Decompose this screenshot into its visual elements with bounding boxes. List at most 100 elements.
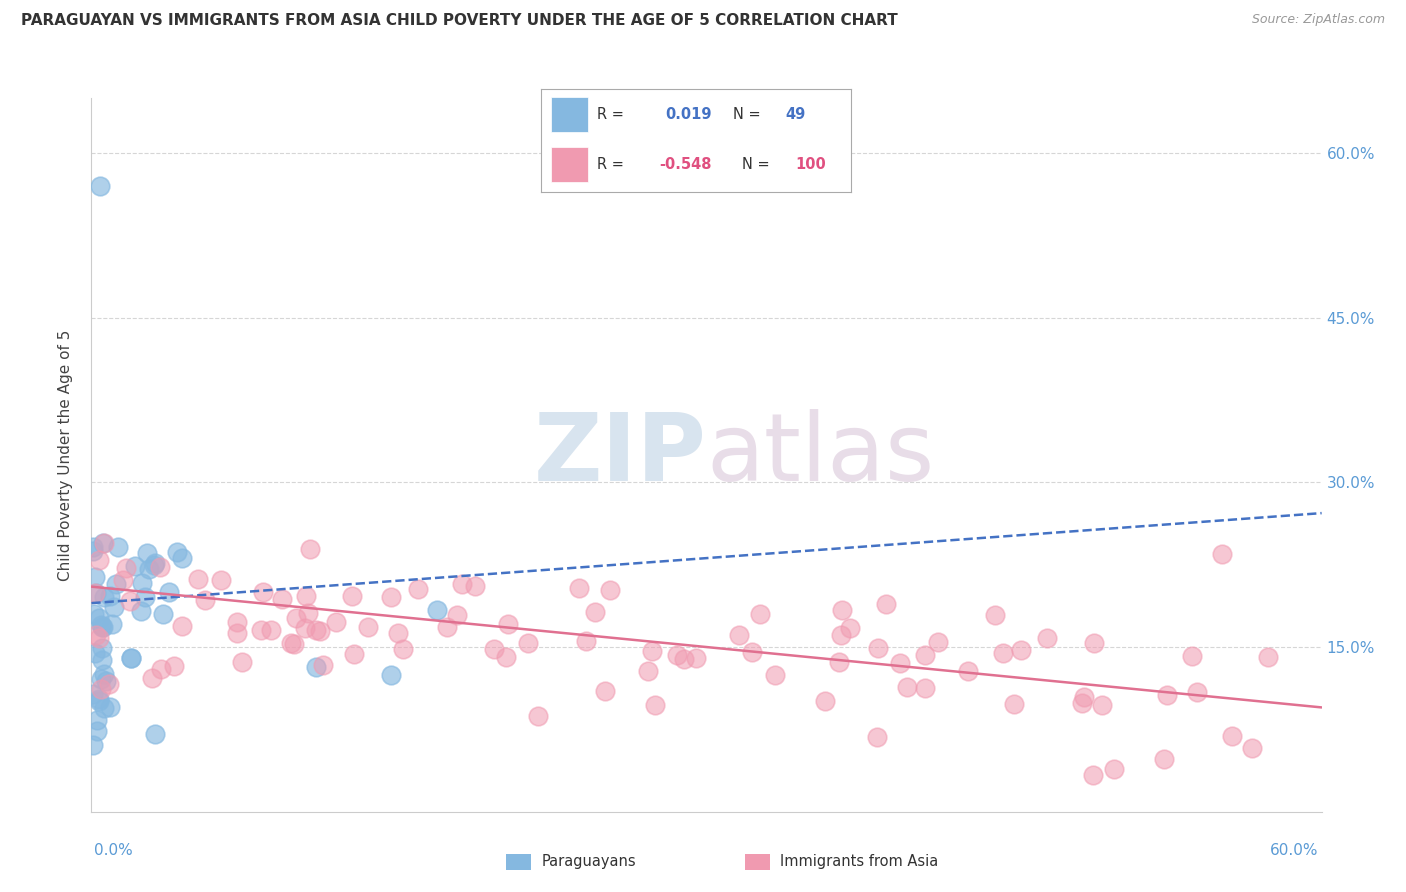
- Point: [993, 646, 1015, 660]
- Bar: [551, 97, 588, 132]
- Point: [1211, 547, 1233, 561]
- Point: [93, 701, 115, 715]
- Point: [305, 660, 328, 674]
- Point: [91, 620, 114, 634]
- Point: [226, 615, 249, 629]
- Point: [641, 644, 664, 658]
- Text: 100: 100: [794, 157, 825, 171]
- Point: [308, 624, 330, 638]
- Point: [84, 628, 107, 642]
- Point: [124, 558, 146, 573]
- Point: [131, 576, 153, 591]
- Bar: [551, 146, 588, 181]
- Point: [673, 651, 696, 665]
- Point: [814, 694, 837, 708]
- Point: [90, 672, 112, 686]
- Point: [93, 535, 115, 549]
- Point: [226, 626, 249, 640]
- Point: [250, 623, 273, 637]
- Point: [98, 699, 121, 714]
- Point: [741, 645, 763, 659]
- Point: [187, 573, 209, 587]
- Point: [149, 560, 172, 574]
- Text: 49: 49: [786, 107, 806, 122]
- Point: [749, 607, 772, 622]
- Point: [889, 656, 911, 670]
- Point: [115, 561, 138, 575]
- Point: [82, 739, 104, 753]
- Point: [107, 540, 129, 554]
- Point: [91, 653, 114, 667]
- Text: ZIP: ZIP: [534, 409, 706, 501]
- Text: N =: N =: [733, 107, 761, 122]
- Point: [283, 637, 305, 651]
- Point: [252, 585, 274, 599]
- Text: Paraguayans: Paraguayans: [541, 855, 636, 869]
- Text: 0.0%: 0.0%: [94, 843, 134, 858]
- Point: [89, 694, 111, 708]
- Point: [599, 583, 621, 598]
- Point: [1036, 631, 1059, 645]
- Point: [111, 573, 134, 587]
- Point: [84, 586, 107, 600]
- Point: [1181, 649, 1204, 664]
- Point: [914, 681, 936, 695]
- Point: [1091, 698, 1114, 712]
- Point: [380, 668, 402, 682]
- Point: [120, 650, 142, 665]
- Text: R =: R =: [598, 157, 624, 171]
- Text: N =: N =: [742, 157, 770, 171]
- Point: [91, 536, 114, 550]
- Point: [495, 650, 517, 665]
- Point: [170, 618, 193, 632]
- Point: [84, 646, 107, 660]
- Point: [89, 631, 111, 645]
- Point: [280, 636, 302, 650]
- Point: [82, 540, 104, 554]
- Point: [866, 730, 889, 744]
- Point: [828, 655, 851, 669]
- Text: Source: ZipAtlas.com: Source: ZipAtlas.com: [1251, 13, 1385, 27]
- Point: [830, 628, 852, 642]
- Point: [86, 723, 108, 738]
- Point: [392, 642, 415, 657]
- Point: [83, 607, 105, 621]
- Point: [82, 544, 104, 558]
- Point: [295, 589, 318, 603]
- Point: [87, 611, 110, 625]
- Point: [593, 684, 616, 698]
- Point: [464, 579, 486, 593]
- Point: [143, 558, 166, 572]
- Point: [583, 605, 606, 619]
- Point: [194, 593, 217, 607]
- Point: [87, 691, 110, 706]
- Point: [927, 635, 949, 649]
- Point: [120, 650, 142, 665]
- Point: [482, 641, 505, 656]
- Point: [575, 633, 598, 648]
- Point: [297, 606, 319, 620]
- Point: [294, 621, 316, 635]
- Point: [875, 597, 897, 611]
- Point: [163, 658, 186, 673]
- Point: [956, 664, 979, 678]
- Point: [87, 553, 110, 567]
- Point: [831, 602, 853, 616]
- Point: [152, 607, 174, 622]
- Point: [91, 620, 114, 634]
- Point: [1104, 763, 1126, 777]
- Point: [342, 589, 364, 603]
- Point: [527, 709, 550, 723]
- Point: [90, 682, 112, 697]
- Point: [211, 574, 233, 588]
- Point: [426, 603, 449, 617]
- Point: [96, 673, 118, 688]
- Text: PARAGUAYAN VS IMMIGRANTS FROM ASIA CHILD POVERTY UNDER THE AGE OF 5 CORRELATION : PARAGUAYAN VS IMMIGRANTS FROM ASIA CHILD…: [21, 13, 898, 29]
- Point: [1081, 768, 1104, 782]
- Point: [129, 604, 152, 618]
- Point: [1070, 696, 1092, 710]
- Point: [568, 582, 591, 596]
- Point: [838, 621, 860, 635]
- Point: [517, 635, 540, 649]
- Point: [446, 608, 468, 623]
